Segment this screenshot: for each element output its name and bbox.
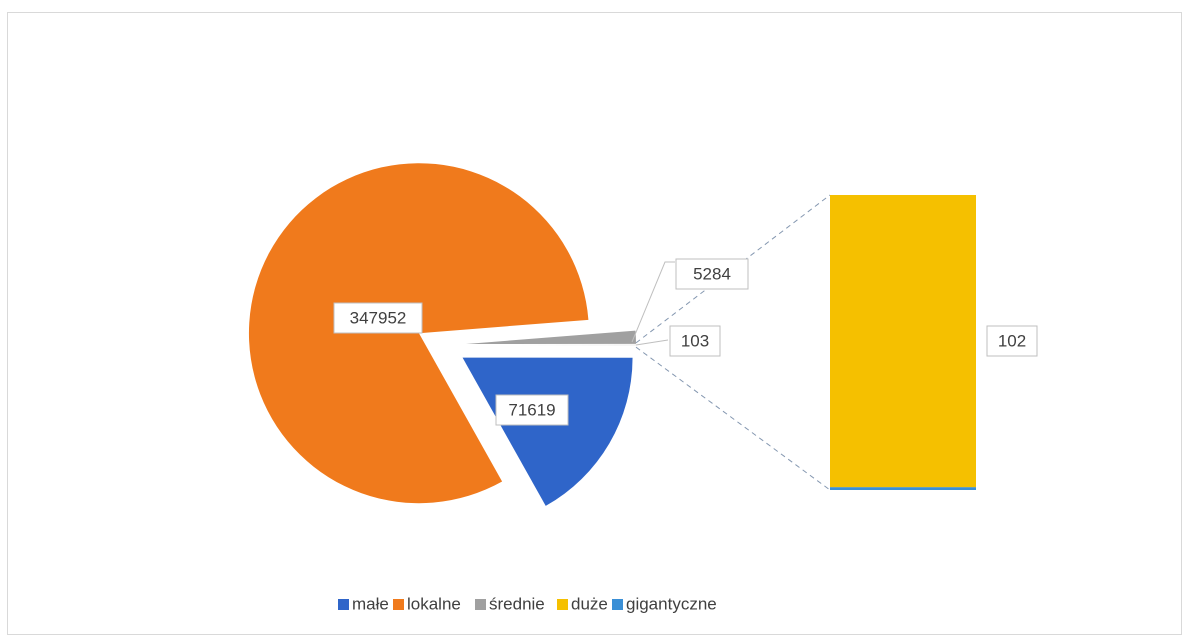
legend-swatch: [338, 599, 349, 610]
chart-frame: [8, 13, 1182, 635]
legend-swatch: [393, 599, 404, 610]
data-label: 5284: [693, 264, 731, 283]
data-label: 347952: [350, 308, 407, 327]
data-label: 103: [681, 331, 709, 350]
data-label: 71619: [508, 400, 555, 419]
legend-label: gigantyczne: [626, 594, 717, 613]
legend-swatch: [612, 599, 623, 610]
legend-label: lokalne: [407, 594, 461, 613]
bar-segment: [830, 195, 976, 487]
legend-label: małe: [352, 594, 389, 613]
legend-swatch: [475, 599, 486, 610]
legend-label: duże: [571, 594, 608, 613]
legend-swatch: [557, 599, 568, 610]
bar-segment: [830, 487, 976, 490]
data-label: 102: [998, 331, 1026, 350]
legend-label: średnie: [489, 594, 545, 613]
